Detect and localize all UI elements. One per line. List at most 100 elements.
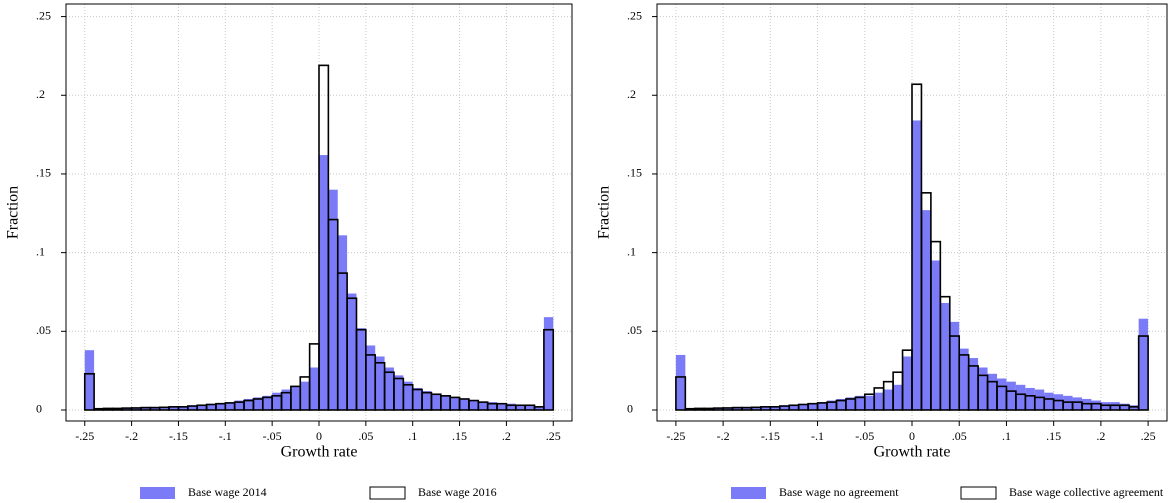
- bar: [422, 391, 432, 410]
- bar: [102, 407, 114, 411]
- bar: [940, 302, 950, 410]
- bar: [319, 155, 329, 410]
- bar: [675, 354, 686, 410]
- plot-frame: [656, 3, 1168, 422]
- legend-label: Base wage 2016: [418, 485, 497, 499]
- bar: [244, 398, 254, 410]
- x-tick-label: -.05: [855, 429, 874, 443]
- x-tick-label: .2: [502, 429, 511, 443]
- bar: [845, 397, 856, 410]
- y-tick-label: .2: [627, 87, 636, 101]
- y-tick-label: .15: [627, 166, 642, 180]
- x-tick-label: .1: [1002, 429, 1011, 443]
- y-tick-label: .1: [627, 244, 636, 258]
- y-axis-title: Fraction: [5, 186, 22, 239]
- bar: [159, 406, 170, 410]
- x-tick-label: -.25: [75, 429, 94, 443]
- bar: [543, 317, 554, 410]
- bar: [225, 402, 235, 410]
- y-tick-label: .05: [627, 323, 642, 337]
- bar: [1137, 335, 1149, 411]
- x-tick-label: .25: [1141, 429, 1156, 443]
- x-tick-label: -.15: [761, 429, 780, 443]
- bar: [949, 321, 960, 410]
- bar: [84, 350, 95, 410]
- bar: [921, 210, 931, 410]
- y-axis-title: Fraction: [596, 186, 613, 239]
- bar: [375, 356, 385, 410]
- bar: [178, 406, 188, 410]
- plot-frame: [65, 3, 573, 422]
- y-tick-label: .05: [36, 323, 51, 337]
- bar: [93, 407, 105, 411]
- bar: [169, 406, 179, 410]
- bar: [431, 394, 441, 410]
- x-axis-title: Growth rate: [874, 444, 951, 461]
- bar: [543, 328, 555, 411]
- x-tick-label: -.2: [717, 429, 730, 443]
- bar: [968, 358, 979, 410]
- bar: [459, 398, 469, 410]
- bar: [770, 406, 780, 410]
- bar: [893, 384, 903, 410]
- bar: [234, 400, 245, 410]
- bar: [684, 407, 696, 411]
- y-tick-label: 0: [627, 402, 633, 416]
- bar: [393, 375, 404, 410]
- bar: [497, 403, 507, 410]
- bar: [478, 402, 488, 410]
- bar: [959, 348, 969, 410]
- x-tick-label: .15: [1046, 429, 1061, 443]
- bar: [1119, 403, 1130, 410]
- bar: [290, 386, 301, 410]
- bar: [1006, 381, 1016, 410]
- bar: [1091, 400, 1101, 410]
- y-tick-label: .25: [627, 8, 642, 22]
- bar: [1044, 392, 1054, 410]
- x-tick-label: -.25: [666, 429, 685, 443]
- bar: [779, 405, 790, 410]
- bar: [978, 367, 988, 410]
- bar: [675, 376, 687, 411]
- bar: [874, 392, 884, 410]
- bar: [789, 405, 799, 410]
- bar: [506, 403, 516, 410]
- bar: [450, 397, 460, 410]
- legend-label: Base wage collective agreement: [1009, 485, 1164, 499]
- y-tick-label: .2: [36, 87, 45, 101]
- bar: [883, 389, 894, 410]
- bar: [356, 328, 366, 410]
- bar: [525, 405, 535, 410]
- x-tick-label: -.1: [811, 429, 824, 443]
- bar: [365, 345, 376, 410]
- bar: [112, 407, 124, 411]
- bar: [751, 406, 761, 410]
- bar: [855, 395, 865, 410]
- legend-swatch: [369, 486, 406, 500]
- x-tick-label: -.2: [125, 429, 138, 443]
- bar: [328, 189, 338, 410]
- bar: [808, 403, 818, 410]
- x-tick-label: 0: [909, 429, 915, 443]
- bar: [817, 402, 827, 410]
- bar: [760, 406, 771, 410]
- bar: [187, 405, 198, 410]
- y-tick-label: 0: [36, 402, 42, 416]
- legend-swatch: [731, 487, 766, 499]
- bar: [468, 400, 479, 410]
- bar: [912, 120, 922, 410]
- bar: [197, 405, 207, 410]
- x-tick-label: .05: [358, 429, 373, 443]
- x-tick-label: .15: [452, 429, 467, 443]
- y-tick-label: .25: [36, 8, 51, 22]
- bar: [262, 395, 273, 410]
- bar: [440, 395, 451, 410]
- legend-label: Base wage 2014: [188, 485, 267, 499]
- bar: [300, 381, 310, 410]
- bar: [83, 372, 95, 411]
- bar: [347, 293, 357, 410]
- bar: [930, 260, 941, 410]
- bar: [987, 373, 997, 410]
- bar: [1015, 384, 1026, 410]
- x-tick-label: 0: [316, 429, 322, 443]
